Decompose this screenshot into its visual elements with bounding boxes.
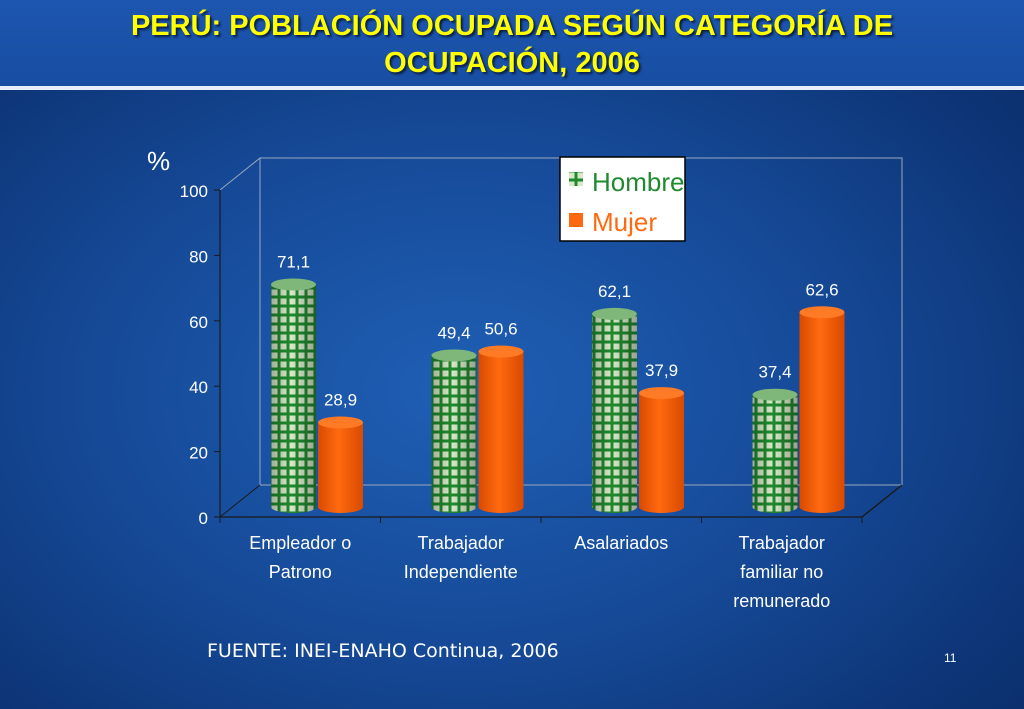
x-tick-label: Empleador o: [249, 533, 351, 553]
bar-top: [639, 387, 684, 400]
data-label-mujer: 50,6: [484, 320, 517, 339]
chart-back-wall: [219, 156, 903, 486]
slide-number: 11: [944, 651, 957, 665]
y-tick-label: 20: [189, 444, 208, 463]
x-tick-label: Trabajador: [739, 533, 825, 553]
x-tick-label: Asalariados: [574, 533, 668, 553]
x-tick-label: Trabajador: [418, 533, 504, 553]
bar-mujer: [639, 387, 684, 513]
source-note: FUENTE: INEI-ENAHO Continua, 2006: [207, 640, 559, 662]
bar-top: [318, 416, 363, 429]
bar-shade: [592, 313, 637, 513]
y-axis-label: %: [147, 146, 170, 176]
data-label-mujer: 62,6: [805, 280, 838, 299]
y-tick-label: 40: [189, 378, 208, 397]
bar-shade: [271, 284, 316, 513]
bar-top: [592, 307, 637, 320]
data-label-hombre: 49,4: [437, 323, 470, 342]
bar-body: [799, 312, 845, 513]
header-bar: [0, 0, 1024, 86]
bar-hombre: [752, 388, 798, 513]
x-tick-label: familiar no: [740, 562, 823, 582]
legend-swatch-mujer: [569, 213, 583, 227]
y-tick-label: 80: [189, 247, 208, 266]
x-tick-label: remunerado: [733, 591, 830, 611]
bar-top: [431, 349, 477, 362]
bar-hombre: [592, 307, 637, 513]
title-divider: [0, 86, 1024, 90]
bar-top: [271, 278, 316, 291]
legend-label-hombre: Hombre: [592, 167, 684, 197]
chart-floor-left-edge: [219, 484, 261, 518]
title-line-2: OCUPACIÓN, 2006: [384, 47, 640, 79]
bar-shade: [752, 394, 798, 513]
y-tick-label: 100: [180, 182, 208, 201]
bar-top: [478, 345, 524, 358]
bar-shade: [431, 355, 477, 513]
bar-mujer: [318, 416, 363, 513]
y-tick-label: 0: [199, 509, 208, 528]
bar-top: [752, 388, 798, 401]
legend-swatch-hombre: [569, 172, 583, 186]
data-label-mujer: 37,9: [645, 361, 678, 380]
bar-mujer: [799, 306, 845, 513]
data-label-hombre: 62,1: [598, 282, 631, 301]
bar-body: [639, 393, 684, 513]
page-title: PERÚ: POBLACIÓN OCUPADA SEGÚN CATEGORÍA …: [60, 8, 964, 82]
data-label-hombre: 71,1: [277, 253, 310, 272]
legend-label-mujer: Mujer: [592, 207, 657, 237]
bar-body: [478, 351, 524, 513]
x-tick-label: Patrono: [269, 562, 332, 582]
bar-top: [799, 306, 845, 319]
bar-hombre: [271, 278, 316, 513]
chart-legend: Hombre Mujer: [559, 156, 686, 242]
bar-hombre: [431, 349, 477, 513]
x-tick-label: Independiente: [404, 562, 518, 582]
bar-mujer: [478, 345, 524, 513]
title-line-1: PERÚ: POBLACIÓN OCUPADA SEGÚN CATEGORÍA …: [130, 10, 894, 42]
chart-floor-right-edge: [861, 484, 903, 518]
data-label-hombre: 37,4: [758, 363, 791, 382]
bar-body: [318, 422, 363, 513]
y-tick-label: 60: [189, 313, 208, 332]
data-label-mujer: 28,9: [324, 390, 357, 409]
